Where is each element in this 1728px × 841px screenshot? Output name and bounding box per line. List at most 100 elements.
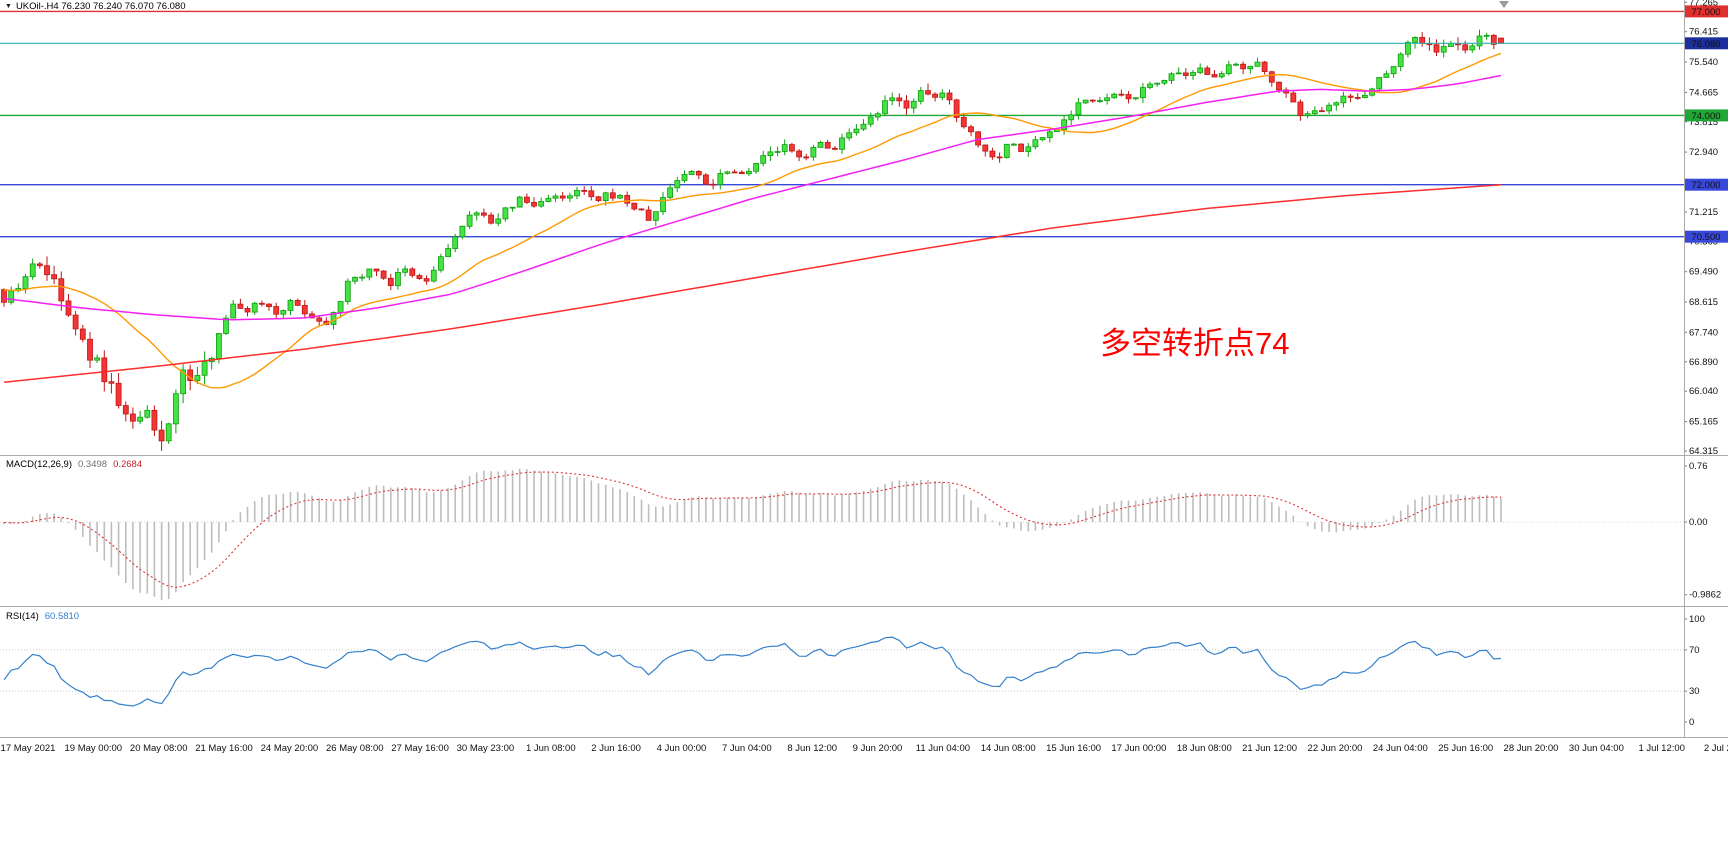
time-axis-label: 1 Jul 12:00	[1638, 743, 1684, 754]
candle	[258, 300, 265, 307]
candle	[1397, 52, 1404, 72]
candle	[172, 389, 179, 434]
candle	[1225, 60, 1232, 76]
panel-separators-layer	[0, 0, 1728, 738]
time-axis-label: 11 Jun 04:00	[916, 743, 970, 754]
candle	[244, 306, 251, 317]
price-badge: 74.000	[1685, 109, 1728, 122]
candle	[1261, 60, 1268, 75]
candle	[1003, 143, 1010, 159]
candle	[1032, 136, 1039, 150]
candle	[416, 273, 423, 280]
candle	[1125, 91, 1132, 104]
candle	[409, 267, 416, 278]
candle	[1097, 96, 1103, 103]
candle	[101, 350, 108, 392]
candle	[674, 176, 681, 193]
candle	[1426, 37, 1433, 51]
candle	[402, 265, 409, 277]
candle	[301, 300, 308, 318]
candle	[860, 119, 867, 131]
svg-text:76.080: 76.080	[1691, 39, 1720, 50]
candle	[652, 211, 659, 226]
candle	[1075, 97, 1082, 120]
candle	[1254, 57, 1261, 67]
candle	[1197, 63, 1204, 75]
time-axis-label: 26 May 08:00	[326, 743, 384, 754]
candle	[1347, 93, 1354, 103]
time-axis-label: 28 Jun 20:00	[1504, 743, 1559, 754]
candle	[287, 298, 294, 316]
candle	[939, 89, 946, 101]
time-axis-label: 18 Jun 08:00	[1177, 743, 1232, 754]
current-price-line-layer	[0, 1, 1684, 44]
candle	[789, 142, 795, 153]
candle	[882, 95, 888, 117]
candle	[810, 144, 817, 161]
price-tick-label: 77.265	[1689, 0, 1718, 8]
macd-tick-label: 0.00	[1689, 517, 1708, 528]
candle	[280, 309, 287, 319]
candle	[982, 144, 989, 157]
candle	[1268, 70, 1275, 87]
candle	[559, 191, 566, 202]
rsi-panel-layer: 100 70 30 0	[0, 614, 1705, 728]
candle	[1175, 67, 1182, 75]
symbol-dropdown-icon[interactable]: ▼	[5, 3, 12, 10]
candles-layer	[1, 29, 1504, 451]
candle	[359, 273, 366, 282]
candle	[1190, 70, 1196, 80]
price-axis-layer: 77.265 76.415 75.540 74.665 73.815 72.940 72.0…	[1684, 0, 1718, 457]
candle	[538, 197, 545, 208]
level-lines-layer	[0, 10, 1684, 238]
candle	[960, 112, 967, 129]
candle	[781, 139, 788, 156]
macd-label: MACD(12,26,9)	[6, 459, 72, 470]
candle	[58, 271, 65, 311]
candle	[1247, 65, 1254, 74]
candle	[853, 124, 860, 136]
candle	[1011, 142, 1017, 146]
candle	[839, 133, 845, 154]
time-axis-label: 15 Jun 16:00	[1046, 743, 1101, 754]
candle	[1147, 81, 1153, 90]
candle	[273, 302, 280, 319]
candle	[180, 364, 187, 404]
price-badge: 77.000	[1685, 5, 1728, 18]
candle	[223, 314, 229, 335]
svg-text:74.000: 74.000	[1691, 111, 1720, 122]
candle	[137, 410, 144, 424]
candle	[1283, 87, 1289, 98]
candle	[1211, 70, 1218, 78]
candle	[695, 170, 702, 180]
candle	[710, 179, 716, 190]
candle	[394, 268, 401, 290]
candle	[731, 169, 738, 174]
candle	[480, 208, 487, 218]
candle	[1154, 82, 1161, 87]
chart-annotation-text[interactable]: 多空转折点74	[1100, 326, 1290, 361]
candle	[738, 170, 745, 174]
price-tick-label: 65.165	[1689, 417, 1718, 428]
price-tick-label: 66.040	[1689, 386, 1718, 397]
time-axis-label: 2 Jun 16:00	[591, 743, 641, 754]
candle	[266, 303, 272, 311]
candle	[724, 170, 731, 175]
candle	[552, 193, 559, 202]
time-axis-label: 1 Jun 08:00	[526, 743, 576, 754]
chart-shift-marker-icon[interactable]	[1499, 1, 1509, 8]
candle	[889, 92, 896, 106]
candle	[380, 270, 387, 280]
symbol-ohlc-header: ▼ UKOil-.H4 76.230 76.240 76.070 76.080	[5, 1, 185, 12]
candle	[1311, 106, 1318, 116]
svg-text:77.000: 77.000	[1691, 7, 1720, 18]
macd-main-value: 0.3498	[78, 459, 108, 470]
candle	[1182, 68, 1189, 80]
rsi-label: RSI(14)	[6, 611, 39, 622]
candle	[753, 162, 759, 174]
candle	[488, 212, 495, 225]
candle	[1362, 90, 1368, 99]
candle	[896, 93, 903, 107]
